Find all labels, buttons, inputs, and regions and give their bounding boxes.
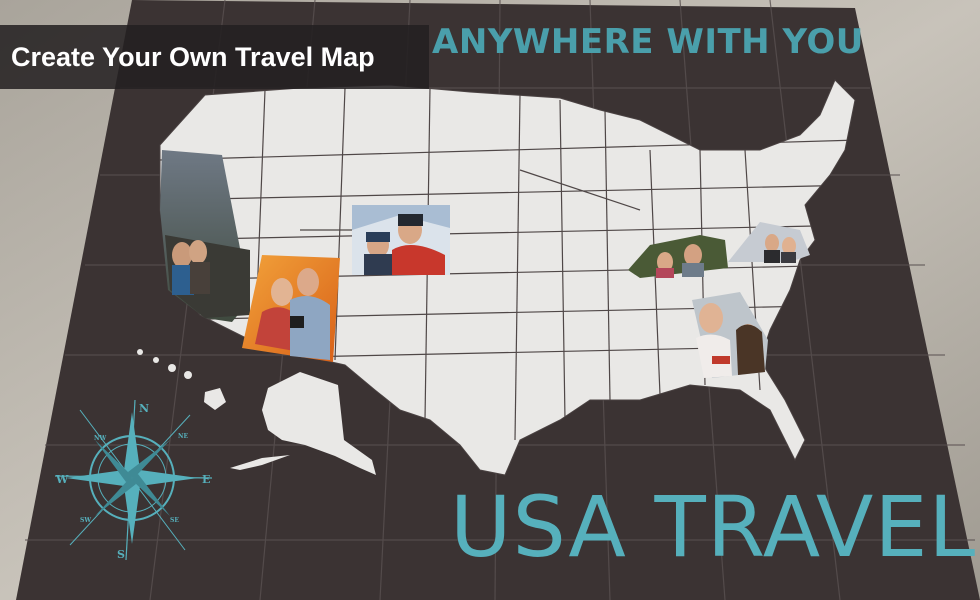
compass-rose [54,399,213,561]
caption-banner: Create Your Own Travel Map [0,25,429,89]
poster-headline: ANYWHERE WITH YOU [432,22,864,62]
colorado-photo [352,205,450,275]
compass-labels: N S E W NW NE SW SE [55,402,210,561]
virginia-photo [728,222,810,263]
kentucky-photo [628,235,728,278]
compass-sw: SW [80,517,91,524]
caption-text: Create Your Own Travel Map [11,41,375,72]
usa-map [159,79,856,476]
nevada-photo [160,150,250,322]
compass-w: W [55,473,69,486]
compass-n: N [139,402,149,415]
compass-ne: NE [178,433,188,440]
compass-s: S [117,548,125,561]
arizona-photo [242,255,340,362]
compass-se: SE [170,517,179,524]
hawaii-shape [137,349,226,410]
alaska-shape [230,372,376,475]
compass-nw: NW [94,435,106,442]
poster-title: USA TRAVELS [450,478,980,576]
compass-e: E [202,473,210,486]
georgia-photo [692,292,768,378]
